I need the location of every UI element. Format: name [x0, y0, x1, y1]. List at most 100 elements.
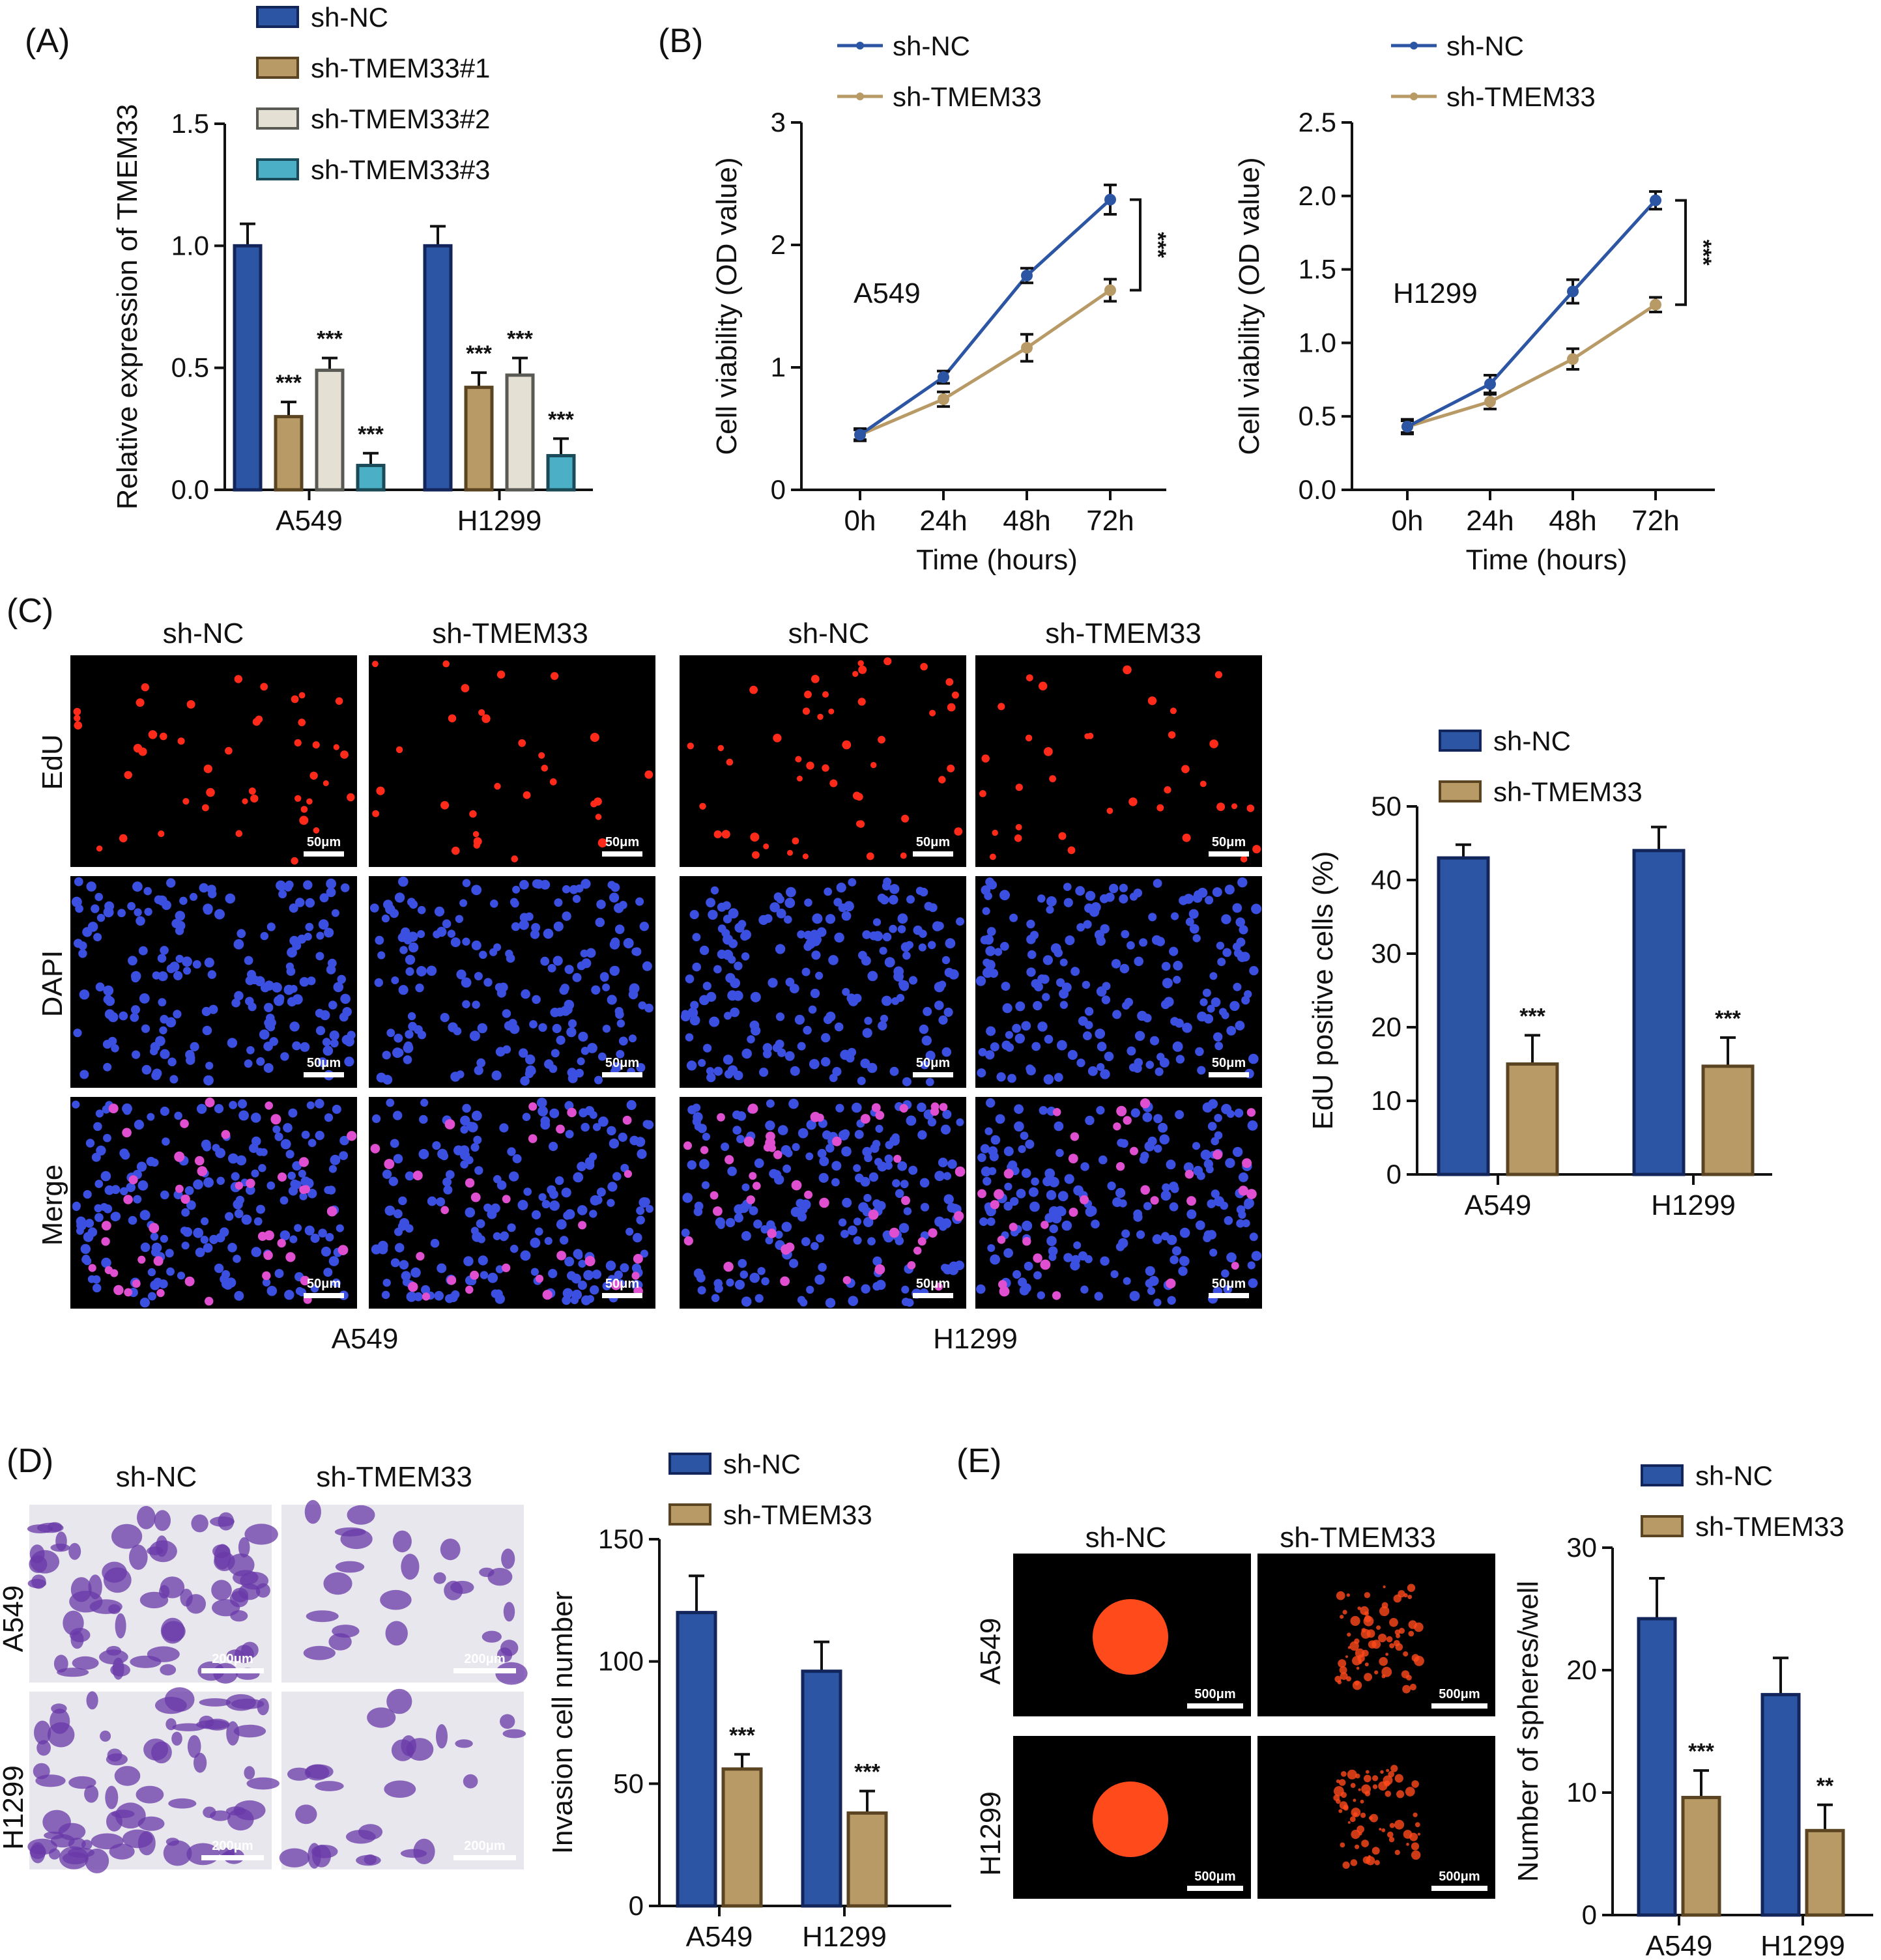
edu-nucleus [182, 798, 190, 805]
dapi-nucleus [923, 1006, 932, 1016]
dispersed-cell [1402, 1684, 1411, 1694]
dispersed-cell [1393, 1594, 1401, 1603]
micrograph-tile: 50μm [70, 1097, 357, 1309]
dapi-nucleus [260, 983, 270, 993]
dapi-nucleus [1089, 907, 1100, 917]
dapi-nucleus [607, 1182, 618, 1192]
dapi-nucleus [1238, 1210, 1246, 1219]
dispersed-cell [1388, 1836, 1395, 1843]
dapi-nucleus [1080, 1285, 1089, 1294]
merged-nucleus [804, 1190, 813, 1199]
dapi-nucleus [288, 1186, 298, 1196]
edu-nucleus [478, 709, 485, 716]
merged-nucleus [101, 1237, 110, 1246]
dapi-nucleus [766, 1099, 775, 1108]
dapi-nucleus [551, 1049, 560, 1058]
dapi-nucleus [234, 1209, 244, 1219]
dapi-nucleus [377, 1240, 388, 1251]
invaded-cell [211, 1580, 232, 1600]
dapi-nucleus [76, 1227, 84, 1235]
dapi-nucleus [193, 1179, 203, 1190]
dapi-nucleus [636, 1063, 646, 1072]
dapi-nucleus [739, 1270, 749, 1279]
x-tick-label: 72h [1086, 505, 1134, 537]
invaded-cell [147, 1646, 180, 1662]
dapi-nucleus [640, 1249, 649, 1258]
dapi-nucleus [96, 913, 106, 922]
dispersed-cell [1381, 1602, 1388, 1609]
panel-label-b: (B) [658, 22, 703, 60]
dapi-nucleus [266, 1181, 276, 1190]
micrograph-tile: 500μm [1013, 1554, 1251, 1716]
edu-nucleus [829, 779, 838, 788]
dapi-nucleus [403, 1055, 412, 1064]
legend-label: sh-TMEM33 [1446, 81, 1596, 112]
dapi-nucleus [307, 1189, 317, 1199]
merged-nucleus [447, 1275, 457, 1285]
dapi-nucleus [568, 1019, 577, 1028]
dapi-nucleus [983, 1176, 992, 1186]
merged-nucleus [184, 1276, 195, 1286]
dapi-nucleus [1083, 920, 1092, 929]
edu-nucleus [1087, 732, 1094, 739]
legend-marker [856, 42, 864, 50]
dapi-nucleus [330, 1039, 339, 1048]
scale-bar-icon [453, 1668, 516, 1673]
dapi-nucleus [776, 908, 786, 918]
dapi-nucleus [1048, 1253, 1057, 1261]
dapi-nucleus [1137, 1010, 1147, 1021]
dapi-nucleus [467, 1122, 478, 1133]
dapi-nucleus [900, 1180, 909, 1189]
dapi-nucleus [982, 967, 993, 978]
dapi-nucleus [376, 1072, 386, 1083]
dapi-nucleus [136, 1161, 147, 1172]
merged-nucleus [465, 1285, 474, 1294]
dapi-nucleus [1119, 894, 1128, 904]
dispersed-cell [1360, 1628, 1371, 1639]
dapi-nucleus [470, 1227, 479, 1235]
y-axis-title: Cell viability (OD value) [711, 157, 743, 455]
dapi-nucleus [405, 954, 416, 965]
dapi-nucleus [831, 1161, 842, 1171]
invaded-cell [380, 1589, 412, 1610]
dapi-nucleus [390, 1139, 399, 1148]
dapi-nucleus [325, 1232, 334, 1242]
merged-nucleus [899, 1103, 908, 1113]
dapi-nucleus [532, 995, 541, 1004]
dapi-nucleus [901, 1298, 910, 1306]
invaded-cell [231, 1698, 265, 1709]
dapi-nucleus [126, 1182, 136, 1193]
dapi-nucleus [983, 934, 994, 945]
dapi-nucleus [264, 1002, 274, 1013]
dapi-nucleus [72, 1201, 81, 1210]
micrograph-tile: 50μm [975, 655, 1262, 867]
dapi-nucleus [828, 955, 839, 965]
dapi-nucleus [597, 1052, 607, 1061]
invaded-cell [305, 1764, 334, 1779]
invaded-cell [323, 1572, 352, 1595]
dapi-nucleus [237, 929, 246, 939]
merged-nucleus [743, 1136, 754, 1147]
merged-nucleus [1052, 1108, 1061, 1116]
dapi-nucleus [1238, 1172, 1248, 1182]
dapi-nucleus [769, 902, 780, 913]
dapi-nucleus [548, 1269, 558, 1279]
dapi-nucleus [723, 949, 734, 960]
invaded-cell [503, 1602, 515, 1622]
merged-nucleus [556, 1124, 565, 1134]
dapi-nucleus [244, 1059, 253, 1068]
panel-c-images: sh-NC sh-TMEM33 sh-NC sh-TMEM33 EdU DAPI… [36, 618, 1262, 1355]
dapi-nucleus [280, 1052, 289, 1061]
dapi-nucleus [1057, 1040, 1067, 1051]
merged-nucleus [780, 1276, 790, 1286]
dapi-nucleus [685, 974, 695, 984]
micrograph-tile: 200μm [279, 1688, 526, 1869]
invaded-cell [384, 1780, 416, 1798]
edu-nucleus [347, 793, 355, 802]
dapi-nucleus [289, 1021, 300, 1032]
dapi-nucleus [398, 985, 409, 995]
merged-nucleus [1003, 1169, 1014, 1179]
dapi-nucleus [491, 1070, 502, 1081]
dapi-nucleus [1221, 914, 1231, 924]
